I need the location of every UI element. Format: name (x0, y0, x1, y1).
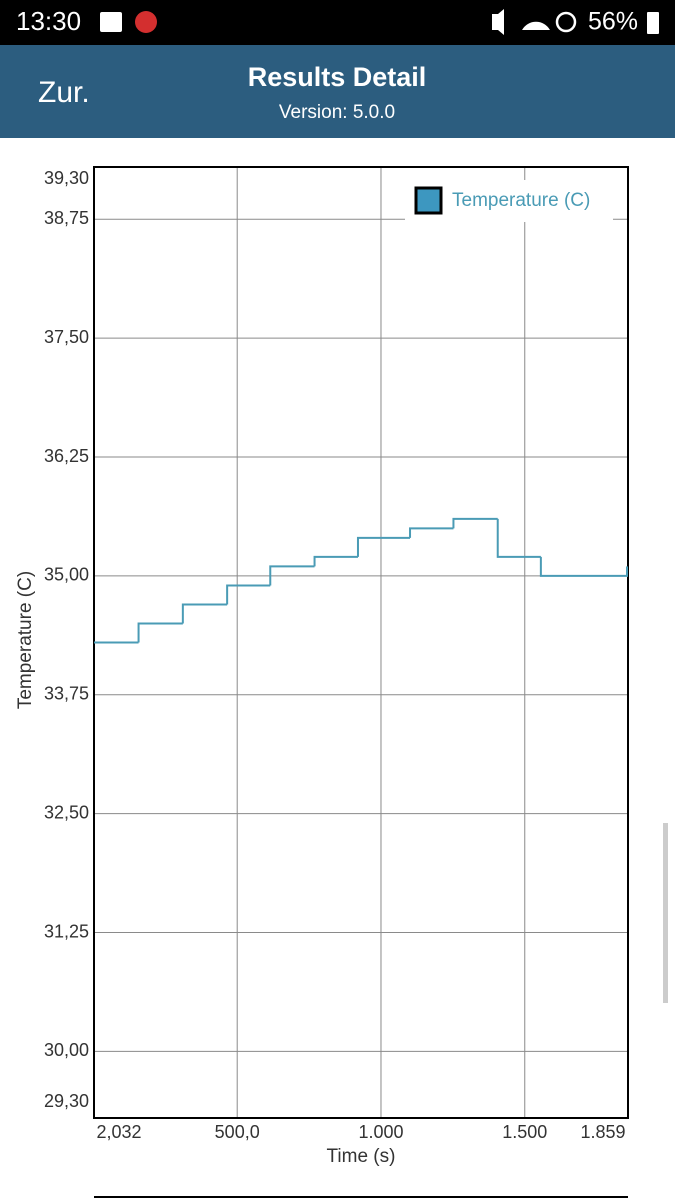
step-segment (409, 527, 454, 538)
y-tick-label: 35,00 (44, 565, 89, 585)
battery-icon (647, 12, 659, 34)
gallery-icon (100, 12, 122, 32)
y-tick-label: 29,30 (44, 1091, 89, 1111)
dnd-icon (555, 11, 577, 33)
wifi-icon (522, 21, 550, 30)
y-tick-label: 39,30 (44, 168, 89, 188)
chart: 29,30 30,00 31,25 32,50 33,75 35,00 36,25 37,50… (15, 166, 629, 1167)
app-header (0, 45, 675, 138)
x-tick-label: 1.000 (358, 1122, 403, 1142)
y-tick-label: 30,00 (44, 1040, 89, 1060)
y-tick-label: 38,75 (44, 208, 89, 228)
back-button[interactable]: Zur. (38, 76, 90, 109)
x-tick-label: 2,032 (96, 1122, 141, 1142)
y-tick-label: 32,50 (44, 802, 89, 822)
x-tick-label: 1.500 (502, 1122, 547, 1142)
step-segment (539, 556, 628, 577)
x-tick-label: 500,0 (215, 1122, 260, 1142)
y-tick-label: 36,25 (44, 446, 89, 466)
legend-swatch (414, 186, 443, 215)
step-segment (226, 584, 271, 605)
status-time: 13:30 (16, 6, 81, 36)
header-title: Results Detail (248, 62, 427, 92)
app-icon (135, 11, 157, 33)
step-segment (496, 518, 541, 558)
step-segment (356, 536, 411, 557)
status-battery: 56% (588, 8, 638, 36)
step-segment (313, 555, 358, 567)
step-segment (137, 622, 183, 643)
mute-icon (492, 9, 504, 35)
step-segment (269, 565, 315, 586)
step-segment (181, 603, 228, 624)
y-axis-label: Temperature (C) (15, 571, 36, 709)
scrollbar (663, 823, 668, 1003)
y-tick-label: 33,75 (44, 684, 89, 704)
header-subtitle: Version: 5.0.0 (279, 102, 395, 123)
y-tick-label: 37,50 (44, 327, 89, 347)
x-axis-label: Time (s) (327, 1146, 396, 1167)
step-segment (452, 517, 498, 529)
plot-border (93, 166, 629, 1119)
x-tick-label: 1.859 (580, 1122, 625, 1142)
y-tick-label: 31,25 (44, 921, 89, 941)
legend-label: Temperature (C) (452, 190, 590, 211)
